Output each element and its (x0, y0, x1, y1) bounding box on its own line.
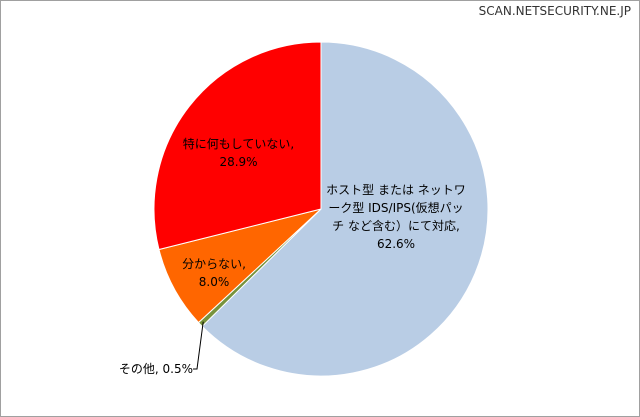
pie-slice (153, 41, 322, 251)
data-label: 特に何もしていない, 28.9% (182, 137, 295, 169)
pie-slice (201, 41, 489, 377)
data-label: その他, 0.5% (118, 362, 193, 376)
watermark: SCAN.NETSECURITY.NE.JP (478, 4, 631, 18)
leader-line (193, 321, 204, 370)
data-label: 分からない, 8.0% (182, 257, 246, 289)
data-label: ホスト型 または ネットワーク型 IDS/IPS(仮想パッチ など含む）にて対応… (326, 183, 466, 251)
